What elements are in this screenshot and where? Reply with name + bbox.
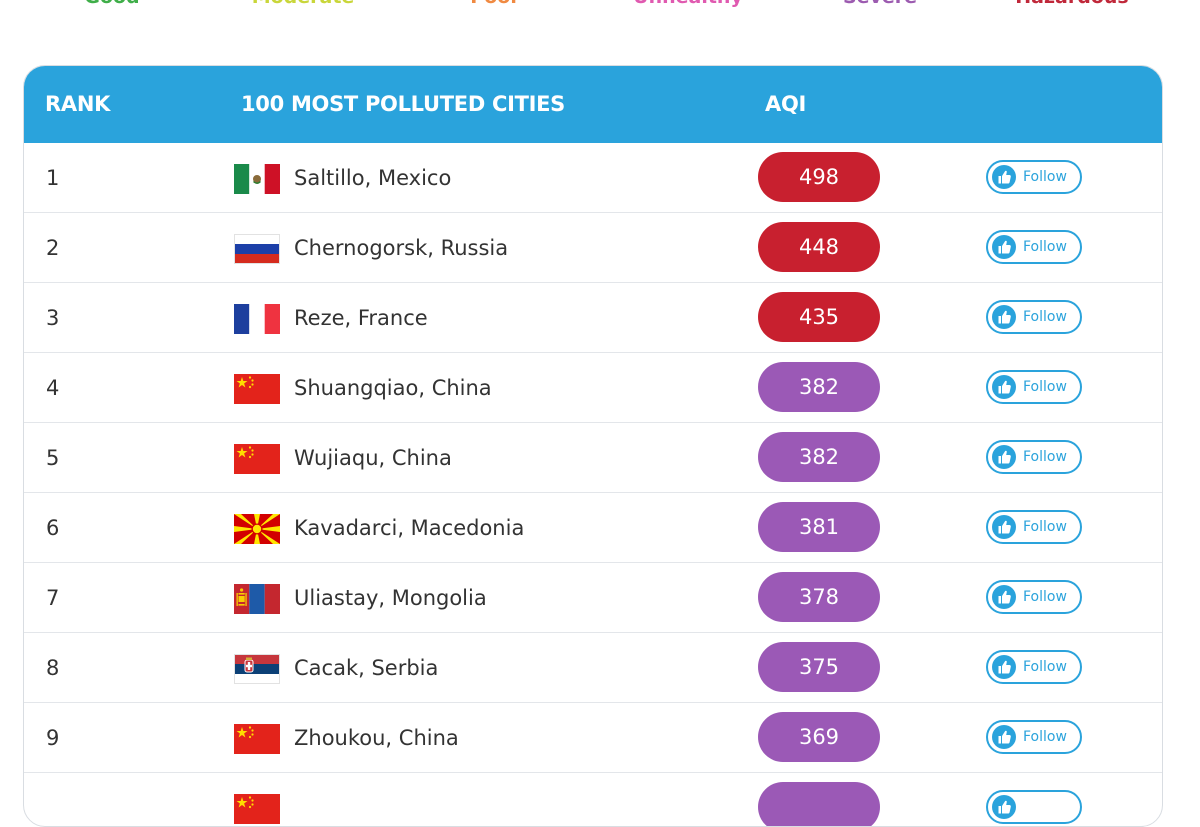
aqi-badge: 448 [758, 222, 880, 272]
legend-unhealthy: Unhealthy [633, 0, 743, 8]
legend-poor: Poor [470, 0, 519, 8]
follow-button[interactable]: Follow [986, 160, 1082, 194]
table-row: 5 Wujiaqu, China 382 Follow [24, 423, 1162, 493]
aqi-badge: 498 [758, 152, 880, 202]
follow-button[interactable] [986, 790, 1082, 824]
serbia-flag-icon [234, 654, 280, 684]
follow-label: Follow [1023, 519, 1067, 535]
macedonia-flag-icon [234, 514, 280, 544]
mongolia-flag-icon [234, 584, 280, 614]
rank-number: 1 [46, 166, 60, 190]
aqi-badge: 378 [758, 572, 880, 622]
follow-label: Follow [1023, 449, 1067, 465]
follow-button[interactable]: Follow [986, 650, 1082, 684]
legend-hazardous: Hazardous [1015, 0, 1128, 8]
city-name[interactable]: Cacak, Serbia [294, 656, 439, 680]
city-name[interactable]: Chernogorsk, Russia [294, 236, 509, 260]
city-name[interactable]: Saltillo, Mexico [294, 166, 452, 190]
china-flag-icon [234, 794, 280, 824]
city-name[interactable]: Shuangqiao, China [294, 376, 492, 400]
mexico-flag-icon [234, 164, 280, 194]
polluted-cities-table: RANK 100 MOST POLLUTED CITIES AQI 1 Salti… [23, 65, 1163, 827]
rank-number: 7 [46, 586, 60, 610]
table-row: 6 Kavadarci, Macedonia 381 Follow [24, 493, 1162, 563]
follow-button[interactable]: Follow [986, 510, 1082, 544]
follow-label: Follow [1023, 659, 1067, 675]
aqi-badge: 369 [758, 712, 880, 762]
cities-column-header: 100 MOST POLLUTED CITIES [241, 92, 566, 116]
aqi-badge: 375 [758, 642, 880, 692]
thumbs-up-icon [992, 795, 1016, 819]
table-row: 9 Zhoukou, China 369 Follow [24, 703, 1162, 773]
follow-button[interactable]: Follow [986, 300, 1082, 334]
thumbs-up-icon [992, 515, 1016, 539]
follow-label: Follow [1023, 169, 1067, 185]
rank-number: 8 [46, 656, 60, 680]
aqi-badge: 382 [758, 432, 880, 482]
rank-column-header: RANK [45, 92, 111, 116]
legend-good: Good [84, 0, 139, 8]
follow-label: Follow [1023, 309, 1067, 325]
table-row: 1 Saltillo, Mexico 498 Follow [24, 143, 1162, 213]
follow-button[interactable]: Follow [986, 370, 1082, 404]
follow-label: Follow [1023, 589, 1067, 605]
aqi-badge: 435 [758, 292, 880, 342]
table-row: 7 Uliastay, Mongolia 378 Follow [24, 563, 1162, 633]
aqi-column-header: AQI [765, 92, 807, 116]
follow-button[interactable]: Follow [986, 230, 1082, 264]
table-row: 3 Reze, France 435 Follow [24, 283, 1162, 353]
thumbs-up-icon [992, 585, 1016, 609]
city-name[interactable]: Uliastay, Mongolia [294, 586, 487, 610]
table-row: 4 Shuangqiao, China 382 Follow [24, 353, 1162, 423]
legend-moderate: Moderate [252, 0, 355, 8]
china-flag-icon [234, 374, 280, 404]
aqi-badge [758, 782, 880, 826]
aqi-badge: 381 [758, 502, 880, 552]
city-name[interactable]: Zhoukou, China [294, 726, 459, 750]
city-name[interactable]: Wujiaqu, China [294, 446, 452, 470]
rank-number: 9 [46, 726, 60, 750]
table-header: RANK 100 MOST POLLUTED CITIES AQI [24, 66, 1162, 143]
thumbs-up-icon [992, 165, 1016, 189]
follow-button[interactable]: Follow [986, 720, 1082, 754]
china-flag-icon [234, 724, 280, 754]
aqi-legend: Good Moderate Poor Unhealthy Severe Haza… [0, 0, 1200, 14]
thumbs-up-icon [992, 305, 1016, 329]
thumbs-up-icon [992, 655, 1016, 679]
rank-number: 2 [46, 236, 60, 260]
table-row: 8 Cacak, Serbia 375 Follow [24, 633, 1162, 703]
aqi-badge: 382 [758, 362, 880, 412]
table-row: 2 Chernogorsk, Russia 448 Follow [24, 213, 1162, 283]
thumbs-up-icon [992, 445, 1016, 469]
france-flag-icon [234, 304, 280, 334]
rank-number: 6 [46, 516, 60, 540]
follow-label: Follow [1023, 729, 1067, 745]
follow-label: Follow [1023, 379, 1067, 395]
table-body: 1 Saltillo, Mexico 498 Follow 2 Chernogorsk, … [24, 143, 1162, 826]
table-row [24, 773, 1162, 826]
follow-button[interactable]: Follow [986, 580, 1082, 614]
thumbs-up-icon [992, 375, 1016, 399]
city-name[interactable]: Kavadarci, Macedonia [294, 516, 525, 540]
thumbs-up-icon [992, 235, 1016, 259]
russia-flag-icon [234, 234, 280, 264]
city-name[interactable]: Reze, France [294, 306, 428, 330]
follow-button[interactable]: Follow [986, 440, 1082, 474]
rank-number: 4 [46, 376, 60, 400]
legend-severe: Severe [843, 0, 917, 8]
follow-label: Follow [1023, 239, 1067, 255]
rank-number: 5 [46, 446, 60, 470]
thumbs-up-icon [992, 725, 1016, 749]
china-flag-icon [234, 444, 280, 474]
rank-number: 3 [46, 306, 60, 330]
